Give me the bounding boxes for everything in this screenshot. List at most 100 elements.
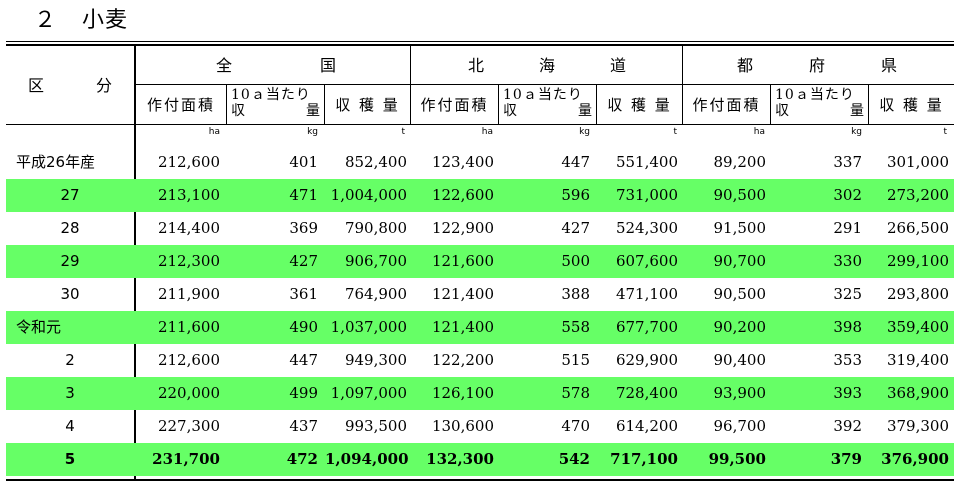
cell-yield-national: 471 bbox=[289, 186, 318, 204]
cell-production-prefectures: 273,200 bbox=[886, 186, 949, 204]
cell-yield-hokkaido: 515 bbox=[561, 351, 590, 369]
cell-area-hokkaido: 121,400 bbox=[431, 285, 494, 303]
cell-yield-hokkaido: 542 bbox=[558, 450, 590, 468]
cell-production-prefectures: 299,100 bbox=[886, 252, 949, 270]
cell-area-prefectures: 89,200 bbox=[713, 153, 767, 171]
cell-production-hokkaido: 614,200 bbox=[615, 417, 678, 435]
cell-area-national: 231,700 bbox=[152, 450, 220, 468]
cell-production-prefectures: 301,000 bbox=[886, 153, 949, 171]
cell-yield-prefectures: 353 bbox=[833, 351, 862, 369]
subheader-divider bbox=[498, 84, 499, 125]
cell-production-hokkaido: 551,400 bbox=[615, 153, 678, 171]
unit-label: kg bbox=[579, 127, 590, 137]
cell-yield-hokkaido: 596 bbox=[561, 186, 590, 204]
cell-yield-national: 427 bbox=[289, 252, 318, 270]
subheader-divider bbox=[596, 84, 597, 125]
group-header-hokkaido: 北 海 道 bbox=[468, 44, 626, 84]
top-rule-thick bbox=[6, 44, 954, 46]
subheader-production: 収 穫 量 bbox=[335, 96, 400, 114]
row-label: 5 bbox=[64, 450, 76, 468]
subheader-yield-char: 収 bbox=[775, 103, 789, 119]
table-row: 2 212,600 447 949,300 122,200 515 629,90… bbox=[6, 344, 954, 377]
cell-yield-national: 361 bbox=[289, 285, 318, 303]
cell-area-prefectures: 90,500 bbox=[713, 285, 767, 303]
cell-yield-hokkaido: 447 bbox=[561, 153, 590, 171]
group-header-prefectures: 都 府 県 bbox=[737, 44, 897, 84]
table-row: 28 214,400 369 790,800 122,900 427 524,3… bbox=[6, 212, 954, 245]
cell-production-national: 993,500 bbox=[344, 417, 407, 435]
cell-production-hokkaido: 471,100 bbox=[615, 285, 678, 303]
subheader-yield-char: 量 bbox=[578, 103, 592, 119]
cell-area-prefectures: 93,900 bbox=[713, 384, 767, 402]
title-name: 小麦 bbox=[82, 8, 129, 33]
table-row: 30 211,900 361 764,900 121,400 388 471,1… bbox=[6, 278, 954, 311]
cell-area-prefectures: 90,200 bbox=[713, 318, 767, 336]
cell-yield-prefectures: 302 bbox=[833, 186, 862, 204]
cell-area-prefectures: 91,500 bbox=[713, 219, 767, 237]
unit-label: ha bbox=[753, 127, 765, 137]
title-number: ２ bbox=[34, 8, 58, 33]
group-divider bbox=[410, 44, 411, 125]
cell-production-national: 1,094,000 bbox=[325, 450, 409, 468]
cell-area-prefectures: 99,500 bbox=[708, 450, 766, 468]
cell-area-hokkaido: 130,600 bbox=[431, 417, 494, 435]
subheader-yield-char: 収 bbox=[231, 103, 245, 119]
subheader-yield: 10ａ当たり 収 量 bbox=[771, 85, 868, 124]
table-row: 29 212,300 427 906,700 121,600 500 607,6… bbox=[6, 245, 954, 278]
table-row: 令和元 211,600 490 1,037,000 121,400 558 67… bbox=[6, 311, 954, 344]
cell-production-hokkaido: 607,600 bbox=[615, 252, 678, 270]
cell-yield-national: 401 bbox=[289, 153, 318, 171]
cell-yield-prefectures: 393 bbox=[833, 384, 862, 402]
row-label: 3 bbox=[65, 384, 75, 402]
cell-area-national: 212,300 bbox=[157, 252, 220, 270]
table-row: 4 227,300 437 993,500 130,600 470 614,20… bbox=[6, 410, 954, 443]
row-label: 29 bbox=[60, 252, 80, 270]
subheader-yield-char: 収 bbox=[503, 103, 517, 119]
cell-yield-national: 490 bbox=[289, 318, 318, 336]
subheader-yield-line1: 10ａ当たり bbox=[503, 87, 583, 103]
cell-area-national: 212,600 bbox=[157, 351, 220, 369]
row-label: 平成26年産 bbox=[16, 153, 96, 171]
cell-area-hokkaido: 122,600 bbox=[431, 186, 494, 204]
cell-production-national: 906,700 bbox=[344, 252, 407, 270]
subheader-production: 収 穫 量 bbox=[607, 96, 672, 114]
cell-area-hokkaido: 132,300 bbox=[426, 450, 494, 468]
cell-area-national: 211,900 bbox=[157, 285, 220, 303]
category-header: 区 分 bbox=[27, 76, 130, 95]
group-header-char: 都 bbox=[737, 56, 754, 75]
cell-yield-hokkaido: 470 bbox=[561, 417, 590, 435]
cell-production-national: 764,900 bbox=[344, 285, 407, 303]
subheader-yield-char: 量 bbox=[306, 103, 320, 119]
cell-production-prefectures: 359,400 bbox=[886, 318, 949, 336]
cell-area-prefectures: 90,700 bbox=[713, 252, 767, 270]
cell-yield-hokkaido: 558 bbox=[561, 318, 590, 336]
cell-yield-prefectures: 337 bbox=[833, 153, 862, 171]
subheader-divider bbox=[324, 84, 325, 125]
subheader-area: 作付面積 bbox=[146, 96, 215, 114]
cell-production-prefectures: 368,900 bbox=[886, 384, 949, 402]
cell-yield-prefectures: 392 bbox=[833, 417, 862, 435]
cell-area-hokkaido: 123,400 bbox=[431, 153, 494, 171]
subheader-divider bbox=[226, 84, 227, 125]
group-divider bbox=[682, 44, 683, 125]
row-label: 30 bbox=[60, 285, 80, 303]
group-header-char: 県 bbox=[880, 56, 897, 75]
cell-production-hokkaido: 717,100 bbox=[610, 450, 678, 468]
subheader-yield-line1: 10ａ当たり bbox=[231, 87, 311, 103]
cell-yield-prefectures: 330 bbox=[833, 252, 862, 270]
unit-label: kg bbox=[307, 127, 318, 137]
subheader-yield-char: 量 bbox=[850, 103, 864, 119]
cell-production-hokkaido: 677,700 bbox=[615, 318, 678, 336]
cell-production-national: 852,400 bbox=[344, 153, 407, 171]
cell-yield-prefectures: 398 bbox=[833, 318, 862, 336]
subheader-production: 収 穫 量 bbox=[879, 96, 944, 114]
row-label: 2 bbox=[65, 351, 75, 369]
cell-area-hokkaido: 122,900 bbox=[431, 219, 494, 237]
cell-yield-hokkaido: 427 bbox=[561, 219, 590, 237]
group-header-char: 道 bbox=[609, 56, 626, 75]
cell-yield-national: 447 bbox=[289, 351, 318, 369]
cell-production-hokkaido: 728,400 bbox=[615, 384, 678, 402]
cell-area-hokkaido: 121,600 bbox=[431, 252, 494, 270]
cell-yield-hokkaido: 388 bbox=[561, 285, 590, 303]
unit-label: t bbox=[943, 127, 947, 137]
